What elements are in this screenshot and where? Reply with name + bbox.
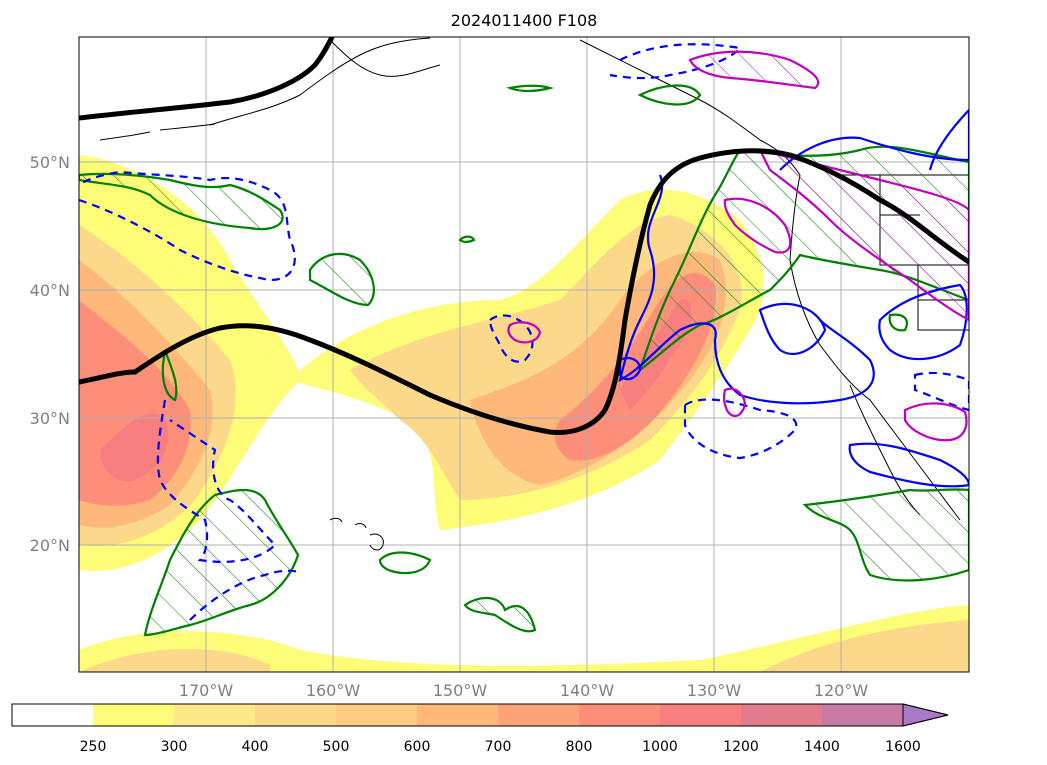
colorbar-labels: 250 300 400 500 600 700 800 1000 1200 1400 1600 [80, 739, 921, 755]
aleutian-islands [99, 123, 216, 141]
colorbar-segments [93, 704, 903, 726]
colorbar-tick-label: 600 [404, 739, 431, 755]
magenta-se [903, 402, 968, 442]
green-west-thin [161, 349, 178, 402]
magenta-ne [757, 148, 969, 322]
blue-dashed-mid [488, 314, 534, 363]
blue-solid-east [758, 302, 827, 356]
colorbar-segment [255, 704, 336, 726]
colorbar-tick-label: 1400 [804, 739, 840, 755]
ivt-west-1000 [100, 413, 169, 481]
lon-tick-label: 170°W [179, 681, 234, 700]
alaska-coast [209, 37, 441, 126]
colorbar-segment [822, 704, 903, 726]
colorbar-extend-arrow [902, 703, 949, 727]
black-contour-main [79, 148, 969, 436]
colorbar-under-segment [12, 704, 93, 726]
colorbar-tick-label: 250 [80, 739, 107, 755]
colorbar-tick-label: 1000 [642, 739, 678, 755]
green-box-n [308, 252, 375, 307]
lon-tick-label: 130°W [687, 681, 742, 700]
blue-contours [79, 43, 969, 621]
blue-dashed-se [683, 398, 798, 460]
hawaii [329, 517, 384, 551]
lon-tick-label: 160°W [306, 681, 361, 700]
colorbar-tick-label: 700 [485, 739, 512, 755]
magenta-small [507, 321, 542, 344]
green-sw-small [463, 597, 537, 633]
lat-tick-label: 40°N [30, 281, 70, 300]
blue-far-se [913, 371, 969, 412]
lat-tick-label: 20°N [30, 536, 70, 555]
magenta-mid [723, 197, 792, 254]
blue-solid-ne [779, 108, 969, 171]
colorbar-tick-label: 1200 [723, 739, 759, 755]
blue-dashed-s [189, 569, 301, 621]
ivt-south-400b [760, 620, 969, 672]
black-contours [79, 37, 969, 436]
colorbar-tick-label: 300 [161, 739, 188, 755]
ivt-south-250 [79, 605, 969, 672]
colorbar-segment [741, 704, 822, 726]
magenta-alaska [688, 50, 820, 90]
map-panel [78, 36, 970, 673]
colorbar-segment [579, 704, 660, 726]
lon-tick-label: 120°W [814, 681, 869, 700]
lat-tick-label: 30°N [30, 409, 70, 428]
blue-dashed-alaska [609, 43, 743, 80]
chart-title: 2024011400 F108 [451, 11, 598, 30]
colorbar: 250 300 400 500 600 700 800 1000 1200 1400 1600 [11, 703, 949, 755]
green-small-mid [458, 235, 476, 243]
ivt-south-400 [79, 648, 270, 672]
green-alaska-2 [637, 84, 702, 106]
green-nw [79, 172, 284, 231]
black-contour-north [79, 37, 335, 121]
colorbar-tick-label: 1600 [885, 739, 921, 755]
colorbar-segment [417, 704, 498, 726]
blue-solid-c [618, 174, 875, 405]
colorbar-outline [11, 703, 949, 727]
lat-tick-labels: 50°N 40°N 30°N 20°N [30, 153, 70, 555]
colorbar-segment [93, 704, 174, 726]
green-alaska-1 [506, 84, 555, 93]
map-frame [78, 36, 970, 673]
magenta-contours [507, 50, 969, 442]
blue-dashed-nw [79, 170, 296, 282]
blue-small-loop [618, 356, 642, 381]
green-hawaii [378, 551, 432, 575]
lat-tick-label: 50°N [30, 153, 70, 172]
blue-dashed-w [156, 399, 277, 563]
colorbar-tick-label: 400 [242, 739, 269, 755]
colorbar-segment [498, 704, 579, 726]
colorbar-segment [660, 704, 741, 726]
lon-tick-labels: 170°W 160°W 150°W 140°W 130°W 120°W [179, 681, 869, 700]
magenta-east-small [722, 387, 747, 418]
colorbar-tick-label: 800 [566, 739, 593, 755]
green-se [802, 488, 969, 582]
colorbar-segment [174, 704, 255, 726]
colorbar-tick-label: 500 [323, 739, 350, 755]
green-south-w [143, 488, 300, 637]
lon-tick-label: 150°W [433, 681, 488, 700]
lon-tick-label: 140°W [560, 681, 615, 700]
green-lake [888, 313, 908, 332]
colorbar-segment [336, 704, 417, 726]
